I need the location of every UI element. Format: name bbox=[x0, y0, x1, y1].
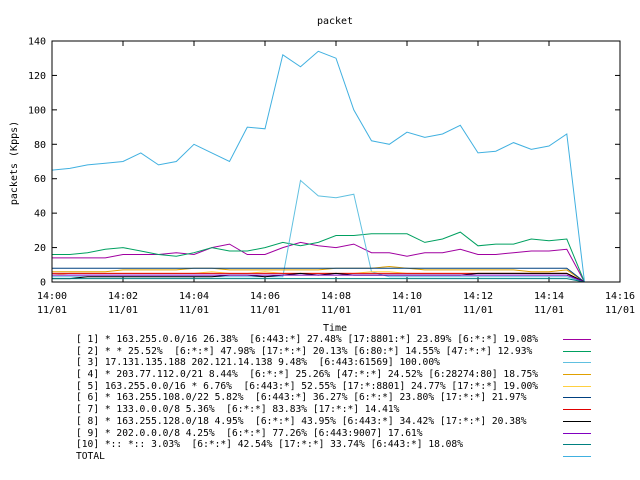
series-line-4 bbox=[52, 265, 585, 283]
y-tick-label: 20 bbox=[34, 243, 46, 254]
chart-title: packet bbox=[317, 16, 353, 27]
legend-label: [ 4] * 203.77.112.0/21 8.44% [6:*:*] 25.… bbox=[76, 369, 539, 381]
series-line-11 bbox=[51, 50, 585, 283]
x-axis-label: Time bbox=[323, 323, 347, 334]
legend-entry: [ 2] * * 25.52% [6:*:*] 47.98% [17:*:*] … bbox=[76, 346, 616, 358]
series-line-10 bbox=[52, 278, 585, 283]
x-tick-time-label: 14:04 bbox=[179, 291, 209, 302]
x-tick-date-label: 11/01 bbox=[605, 305, 635, 316]
x-tick-time-label: 14:06 bbox=[250, 291, 280, 302]
legend-label: TOTAL bbox=[76, 450, 105, 462]
plot-frame bbox=[51, 40, 621, 283]
legend-entry: [ 3] 17.131.135.188 202.121.14.138 9.48%… bbox=[76, 357, 616, 369]
series-line-2 bbox=[52, 231, 585, 283]
legend-entry: [ 9] * 202.0.0.0/8 4.25% [6:*:*] 77.26% … bbox=[76, 428, 616, 440]
x-tick-date-label: 11/01 bbox=[37, 305, 67, 316]
x-tick-time-label: 14:16 bbox=[605, 291, 635, 302]
legend-swatch bbox=[563, 409, 591, 411]
legend-entry: [10] *:: *:: 3.03% [6:*:*] 42.54% [17:*:… bbox=[76, 439, 616, 451]
legend-swatch bbox=[563, 350, 591, 352]
series-line-1 bbox=[52, 241, 585, 283]
legend-label: [ 1] * 163.255.0.0/16 26.38% [6:443:*] 2… bbox=[76, 334, 539, 345]
legend-swatch bbox=[563, 374, 591, 376]
legend-swatch bbox=[563, 432, 591, 434]
legend-swatch bbox=[563, 444, 591, 446]
legend-label: [ 3] 17.131.135.188 202.121.14.138 9.48%… bbox=[76, 357, 440, 369]
legend-swatch bbox=[563, 397, 591, 399]
series-line-6 bbox=[52, 267, 585, 283]
y-tick-label: 140 bbox=[28, 37, 46, 48]
y-tick-label: 60 bbox=[34, 174, 46, 185]
x-tick-time-label: 14:10 bbox=[392, 291, 422, 302]
legend-swatch bbox=[563, 385, 591, 387]
legend-label: [ 8] * 163.255.128.0/18 4.95% [6:*:*] 43… bbox=[76, 415, 527, 427]
y-axis-label: packets (Kpps) bbox=[9, 121, 20, 205]
legend-swatch bbox=[563, 339, 591, 340]
x-tick-time-label: 14:14 bbox=[534, 291, 564, 302]
legend-entry: [ 1] * 163.255.0.0/16 26.38% [6:443:*] 2… bbox=[76, 334, 616, 346]
x-tick-date-label: 11/01 bbox=[463, 305, 493, 316]
y-tick-label: 80 bbox=[34, 140, 46, 151]
legend-label: [ 7] * 133.0.0.0/8 5.36% [6:*:*] 83.83% … bbox=[76, 404, 400, 416]
legend-swatch bbox=[563, 362, 591, 364]
x-tick-date-label: 11/01 bbox=[250, 305, 280, 316]
x-tick-date-label: 11/01 bbox=[534, 305, 564, 316]
series-line-9 bbox=[52, 274, 585, 283]
x-tick-time-label: 14:02 bbox=[108, 291, 138, 302]
legend-entry: [ 6] * 163.255.108.0/22 5.82% [6:443:*] … bbox=[76, 392, 616, 404]
legend: [ 1] * 163.255.0.0/16 26.38% [6:443:*] 2… bbox=[76, 334, 616, 463]
legend-entry: [ 4] * 203.77.112.0/21 8.44% [6:*:*] 25.… bbox=[76, 369, 616, 381]
x-tick-time-label: 14:12 bbox=[463, 291, 493, 302]
y-tick-label: 120 bbox=[28, 71, 46, 82]
legend-entry: [ 8] * 163.255.128.0/18 4.95% [6:*:*] 43… bbox=[76, 416, 616, 428]
x-tick-date-label: 11/01 bbox=[108, 305, 138, 316]
legend-label: [ 5] 163.255.0.0/16 * 6.76% [6:443:*] 52… bbox=[76, 380, 539, 392]
legend-label: [ 9] * 202.0.0.0/8 4.25% [6:*:*] 77.26% … bbox=[76, 427, 423, 439]
y-tick-label: 100 bbox=[28, 105, 46, 116]
x-tick-date-label: 11/01 bbox=[392, 305, 422, 316]
x-axis-ticks: 14:00 11/01 14:02 11/01 14:04 11/01 14:06 11/01… bbox=[37, 41, 635, 316]
legend-label: [ 2] * * 25.52% [6:*:*] 47.98% [17:*:*] … bbox=[76, 345, 533, 357]
y-axis-ticks: 0 20 40 60 80 100 120 140 bbox=[28, 37, 620, 289]
y-tick-label: 0 bbox=[40, 278, 46, 289]
series-line-3 bbox=[52, 179, 585, 283]
legend-entry: [ 5] 163.255.0.0/16 * 6.76% [6:443:*] 52… bbox=[76, 381, 616, 393]
legend-label: [ 6] * 163.255.108.0/22 5.82% [6:443:*] … bbox=[76, 392, 527, 404]
x-tick-date-label: 11/01 bbox=[179, 305, 209, 316]
x-tick-time-label: 14:00 bbox=[37, 291, 67, 302]
x-tick-date-label: 11/01 bbox=[321, 305, 351, 316]
legend-swatch bbox=[563, 420, 591, 422]
x-tick-time-label: 14:08 bbox=[321, 291, 351, 302]
series-lines bbox=[51, 50, 585, 283]
legend-swatch bbox=[563, 455, 591, 457]
legend-entry: TOTAL bbox=[76, 451, 616, 463]
legend-entry: [ 7] * 133.0.0.0/8 5.36% [6:*:*] 83.83% … bbox=[76, 404, 616, 416]
legend-label: [10] *:: *:: 3.03% [6:*:*] 42.54% [17:*:… bbox=[76, 439, 463, 451]
y-tick-label: 40 bbox=[34, 209, 46, 220]
